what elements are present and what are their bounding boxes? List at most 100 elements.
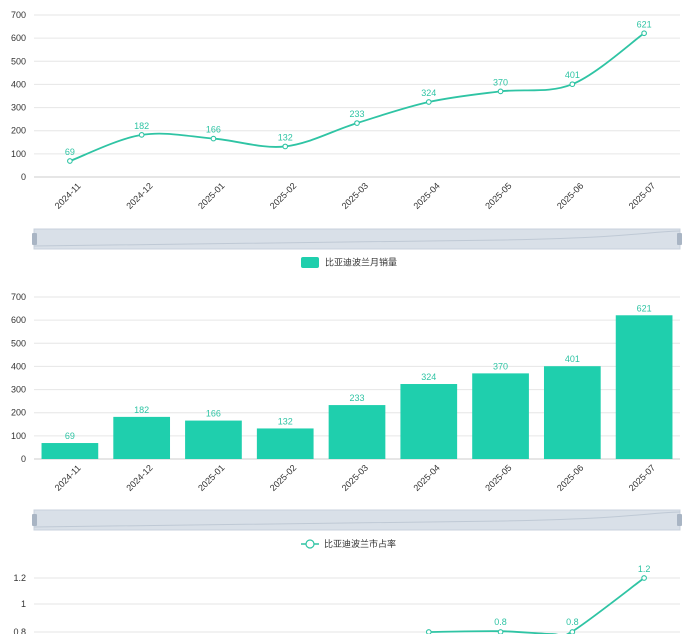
bar-value-2025-04: 324 xyxy=(421,372,436,382)
chart2-zoom-slider[interactable] xyxy=(32,509,682,531)
y-tick-label-100: 100 xyxy=(11,431,26,441)
x-tick-label-2025-05: 2025-05 xyxy=(483,181,513,211)
share-chart-legend[interactable]: 比亚迪波兰市占率 xyxy=(301,538,396,549)
share-value-2025-07: 1.2 xyxy=(638,564,651,574)
bar-chart-legend[interactable]: 比亚迪波兰月销量 xyxy=(301,257,397,269)
bar-value-2025-05: 370 xyxy=(493,361,508,371)
y-tick-label-0: 0 xyxy=(21,454,26,464)
y-tick-label-500: 500 xyxy=(11,338,26,348)
y-tick-label-700: 700 xyxy=(11,292,26,302)
bar-value-2025-06: 401 xyxy=(565,354,580,364)
line-value-2025-06: 401 xyxy=(565,70,580,80)
x-tick-label-2025-02: 2025-02 xyxy=(268,463,298,493)
bar-2025-02 xyxy=(256,428,314,459)
line-value-2025-01: 166 xyxy=(206,125,221,135)
x-tick-label-2025-03: 2025-03 xyxy=(340,181,370,211)
y-tick-label-400: 400 xyxy=(11,361,26,371)
legend-marker-share xyxy=(305,539,315,549)
chart1-zoom-slider[interactable] xyxy=(32,228,682,250)
line-value-2025-07: 621 xyxy=(637,19,652,29)
x-tick-label-2025-07: 2025-07 xyxy=(627,463,657,493)
zoom-slider-preview-line xyxy=(33,511,681,528)
bar-2024-11 xyxy=(41,443,99,459)
y-tick-label-500: 500 xyxy=(11,56,26,66)
x-tick-label-2025-04: 2025-04 xyxy=(411,463,441,493)
zoom-slider-left-handle[interactable] xyxy=(32,514,37,526)
line-point-2025-06 xyxy=(569,81,576,88)
sales-line xyxy=(69,32,645,162)
line-value-2025-03: 233 xyxy=(349,109,364,119)
bar-2025-01 xyxy=(185,420,242,459)
bar-2025-03 xyxy=(328,405,386,459)
zoom-slider-left-handle[interactable] xyxy=(32,233,37,245)
line-point-2025-02 xyxy=(282,143,289,150)
share-point-2025-04 xyxy=(425,629,432,634)
share-point-2025-05 xyxy=(497,629,504,634)
x-tick-label-2025-06: 2025-06 xyxy=(555,463,585,493)
x-tick-label-2024-11: 2024-11 xyxy=(53,463,83,493)
bar-value-2024-11: 69 xyxy=(65,431,75,441)
line-value-2024-11: 69 xyxy=(65,147,75,157)
bar-2025-04 xyxy=(400,384,458,459)
line-point-2025-04 xyxy=(425,99,432,105)
x-tick-label-2025-06: 2025-06 xyxy=(555,181,585,211)
bar-2025-05 xyxy=(472,373,529,459)
x-tick-label-2025-07: 2025-07 xyxy=(627,181,657,211)
legend-swatch-bar xyxy=(301,257,319,268)
share-point-2025-06 xyxy=(569,629,576,634)
y-tick-label-200: 200 xyxy=(11,408,26,418)
share-y-tick-label-1: 1 xyxy=(21,599,26,609)
x-tick-label-2025-04: 2025-04 xyxy=(411,181,441,211)
x-tick-label-2025-05: 2025-05 xyxy=(483,463,513,493)
x-tick-label-2025-02: 2025-02 xyxy=(268,181,298,211)
line-value-2025-02: 132 xyxy=(278,132,293,142)
line-value-2025-04: 324 xyxy=(421,88,436,98)
x-tick-label-2025-01: 2025-01 xyxy=(196,463,226,493)
share-line xyxy=(428,577,645,634)
bar-2024-12 xyxy=(113,416,171,459)
y-tick-label-100: 100 xyxy=(11,149,26,159)
legend-label-share: 比亚迪波兰市占率 xyxy=(324,538,396,549)
line-point-2025-01 xyxy=(210,135,217,142)
bar-value-2025-02: 132 xyxy=(278,416,293,426)
y-tick-label-300: 300 xyxy=(11,103,26,113)
share-y-tick-label-0.8: 0.8 xyxy=(13,627,26,634)
y-tick-label-200: 200 xyxy=(11,126,26,136)
x-tick-label-2025-03: 2025-03 xyxy=(340,463,370,493)
x-tick-label-2024-11: 2024-11 xyxy=(53,181,83,211)
zoom-slider-preview-line xyxy=(33,230,681,247)
zoom-slider-right-handle[interactable] xyxy=(677,514,682,526)
bar-value-2025-01: 166 xyxy=(206,409,221,419)
y-tick-label-0: 0 xyxy=(21,172,26,182)
share-value-2025-05: 0.8 xyxy=(494,617,507,627)
line-point-2025-03 xyxy=(354,120,360,126)
y-tick-label-400: 400 xyxy=(11,79,26,89)
bar-value-2025-07: 621 xyxy=(637,303,652,313)
legend-label-sales: 比亚迪波兰月销量 xyxy=(325,257,397,268)
bar-value-2025-03: 233 xyxy=(349,393,364,403)
zoom-slider-track[interactable] xyxy=(33,228,681,250)
share-value-2025-06: 0.8 xyxy=(566,617,579,627)
line-point-2025-07 xyxy=(641,30,647,37)
bar-2025-07 xyxy=(615,315,673,459)
x-tick-label-2024-12: 2024-12 xyxy=(124,181,154,211)
zoom-slider-right-handle[interactable] xyxy=(677,233,682,245)
line-point-2024-11 xyxy=(67,158,73,164)
market-share-line-chart: 0.8 1 1.2 0.8 0.8 1.2 xyxy=(13,564,680,634)
y-tick-label-600: 600 xyxy=(11,33,26,43)
line-point-2025-05 xyxy=(497,88,504,95)
monthly-sales-bar-chart: 0 100 200 300 400 500 600 700 69 182 166 132 233 324 3… xyxy=(11,292,680,493)
y-tick-label-300: 300 xyxy=(11,385,26,395)
line-value-2024-12: 182 xyxy=(134,121,149,131)
line-value-2025-05: 370 xyxy=(493,77,508,87)
bar-value-2024-12: 182 xyxy=(134,405,149,415)
bar-2025-06 xyxy=(543,366,601,459)
monthly-sales-line-chart: 0 100 200 300 400 500 600 700 69 182 166 132 233 324 3… xyxy=(11,10,680,211)
y-tick-label-600: 600 xyxy=(11,315,26,325)
x-tick-label-2024-12: 2024-12 xyxy=(124,463,154,493)
share-y-tick-label-1.2: 1.2 xyxy=(13,573,26,583)
zoom-slider-track[interactable] xyxy=(33,509,681,531)
line-point-2024-12 xyxy=(138,132,145,138)
y-tick-label-700: 700 xyxy=(11,10,26,20)
